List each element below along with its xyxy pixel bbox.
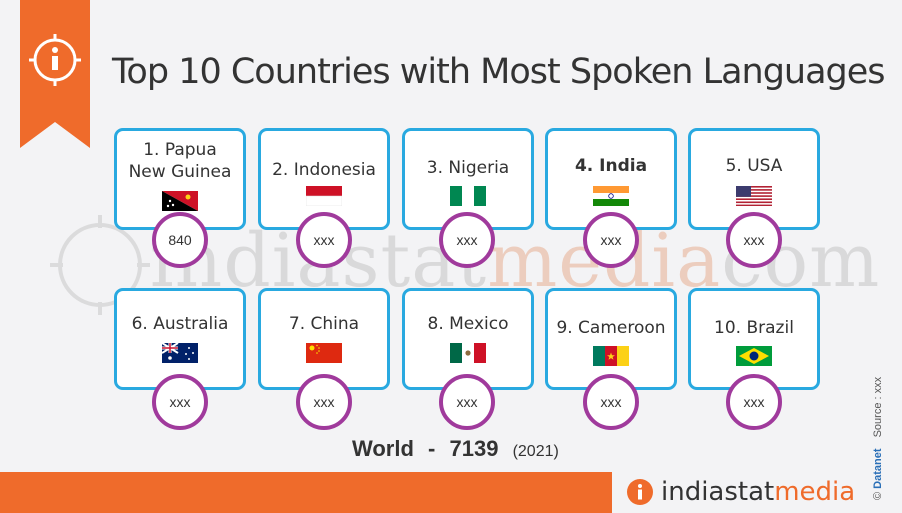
- world-total: World - 7139 (2021): [352, 436, 559, 462]
- mexico-flag-icon: [450, 343, 486, 363]
- brazil-flag-icon: [736, 346, 772, 366]
- world-label: World: [352, 436, 414, 461]
- country-card-indonesia: 2. Indonesia: [258, 128, 390, 230]
- country-card-cameroon: 9. Cameroon: [545, 288, 677, 390]
- value-circle: xxx: [583, 374, 639, 430]
- country-name: 3. Nigeria: [426, 158, 510, 178]
- value-circle: xxx: [726, 212, 782, 268]
- china-flag-icon: [306, 343, 342, 363]
- country-name: 8. Mexico: [427, 314, 509, 334]
- brand-name: indiastatmedia: [661, 477, 856, 507]
- cameroon-flag-icon: [593, 346, 629, 366]
- world-dash: -: [428, 436, 436, 461]
- value-circle: 840: [152, 212, 208, 268]
- bottom-bar: [0, 472, 612, 513]
- world-value: 7139: [449, 436, 499, 461]
- datanet-label: Datanet: [872, 448, 884, 489]
- country-card-nigeria: 3. Nigeria: [402, 128, 534, 230]
- papua-new-guinea-flag-icon: [162, 191, 198, 211]
- brand-logo: indiastatmedia: [625, 476, 855, 508]
- country-card-australia: 6. Australia: [114, 288, 246, 390]
- info-logo-icon: [627, 479, 653, 505]
- country-card-china: 7. China: [258, 288, 390, 390]
- value-circle: xxx: [152, 374, 208, 430]
- country-name: 7. China: [288, 314, 360, 334]
- info-ribbon: [20, 0, 90, 148]
- value-circle: xxx: [296, 374, 352, 430]
- country-name: 1. Papua New Guinea: [128, 140, 232, 182]
- source-label: Source : xxx: [872, 376, 884, 438]
- australia-flag-icon: [162, 343, 198, 363]
- source-note: © Datanet Source : xxx: [872, 377, 884, 500]
- world-year: (2021): [512, 443, 559, 460]
- page-title: Top 10 Countries with Most Spoken Langua…: [112, 52, 886, 92]
- country-name: 4. India: [574, 156, 648, 176]
- value-circle: xxx: [726, 374, 782, 430]
- indonesia-flag-icon: [306, 186, 342, 206]
- country-name: 2. Indonesia: [272, 160, 376, 180]
- copyright-symbol: ©: [872, 491, 884, 500]
- usa-flag-icon: [736, 186, 772, 206]
- value-circle: xxx: [583, 212, 639, 268]
- nigeria-flag-icon: [450, 186, 486, 206]
- india-flag-icon: [593, 186, 629, 206]
- value-circle: xxx: [296, 212, 352, 268]
- country-name: 6. Australia: [131, 314, 229, 334]
- country-name: 9. Cameroon: [556, 318, 666, 338]
- value-circle: xxx: [439, 374, 495, 430]
- country-name: 10. Brazil: [714, 318, 794, 338]
- value-circle: xxx: [439, 212, 495, 268]
- country-name: 5. USA: [725, 156, 783, 176]
